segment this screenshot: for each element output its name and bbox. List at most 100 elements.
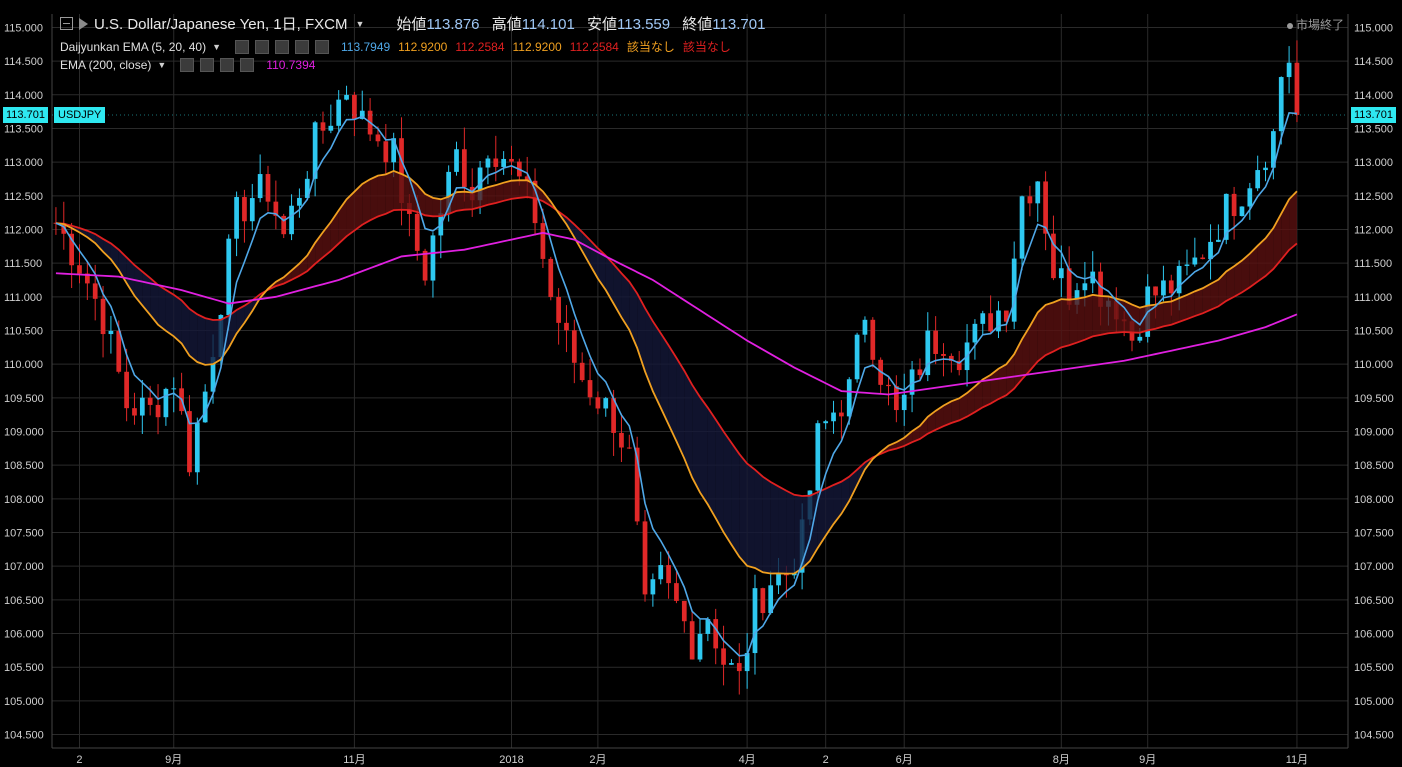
ema-cloud-segment [927, 410, 936, 434]
chevron-down-icon[interactable]: ▼ [212, 41, 221, 52]
candle-body [626, 447, 632, 449]
ema-cloud-segment [401, 173, 410, 210]
eye-icon[interactable] [235, 39, 249, 54]
y-tick-label-left: 115.000 [4, 22, 43, 34]
candle-body [352, 94, 357, 119]
ema-cloud-segment [841, 476, 850, 514]
eye-icon[interactable] [180, 58, 195, 72]
ema-cloud-segment [967, 386, 975, 417]
ema-cloud-segment [1061, 299, 1070, 348]
ema-cloud-segment [676, 357, 685, 459]
ema-cloud-segment [1100, 295, 1109, 335]
candle-body [304, 178, 310, 198]
candle-body [972, 323, 978, 343]
ema-cloud-segment [731, 442, 740, 557]
ema-cloud-segment [849, 469, 858, 501]
y-tick-label-left: 110.500 [4, 325, 43, 337]
candle-body [1286, 62, 1292, 78]
ema-cloud-segment [228, 310, 237, 348]
chevron-down-icon[interactable]: ▼ [355, 18, 365, 29]
ema-cloud-segment [951, 398, 960, 423]
ema-cloud-segment [181, 300, 190, 356]
ema-cloud-segment [1022, 326, 1030, 380]
x-tick-label: 8月 [1053, 754, 1070, 766]
y-tick-label-left: 105.000 [4, 696, 44, 708]
candle-body [462, 149, 467, 187]
indicator-name[interactable]: EMA (200, close) [60, 58, 152, 72]
price-tag-right: 113.701 [1351, 106, 1396, 123]
candle-body [862, 319, 868, 335]
ema40-line [55, 196, 1298, 497]
ema-cloud-segment [919, 416, 928, 439]
candle-body [1223, 193, 1229, 240]
y-tick-label: 106.000 [1354, 629, 1394, 641]
candle-body [1082, 283, 1088, 291]
collapse-icon[interactable] [60, 17, 73, 30]
candle-body [1200, 257, 1206, 260]
indicator-value-1: 112.9200 [398, 40, 448, 54]
ema-cloud-segment [362, 179, 371, 225]
candle-body [202, 391, 208, 423]
candle-body [1043, 181, 1048, 234]
candle-body [509, 158, 514, 162]
candle-body [147, 397, 153, 405]
ema-cloud-segment [747, 463, 755, 568]
candle-body [155, 404, 161, 418]
candle-body [1271, 131, 1276, 168]
candle-body [768, 585, 774, 614]
candle-body [705, 619, 711, 634]
ema-cloud-segment [582, 232, 591, 265]
candle-body [1051, 233, 1056, 279]
braces-icon[interactable] [275, 39, 289, 54]
y-tick-label-left: 111.000 [4, 292, 42, 304]
candle-body [383, 141, 389, 163]
ema-cloud-segment [205, 318, 214, 365]
candle-body [359, 110, 365, 119]
ema-cloud-segment [833, 481, 842, 525]
y-tick-label: 111.000 [1354, 292, 1392, 304]
ema-cloud-segment [1249, 245, 1258, 288]
symbol-title[interactable]: U.S. Dollar/Japanese Yen, 1日, FXCM [94, 16, 348, 33]
flag-icon[interactable] [79, 17, 88, 30]
candle-body [320, 122, 326, 131]
close-icon[interactable] [240, 58, 255, 72]
close-icon[interactable] [315, 39, 329, 54]
ema-cloud-segment [165, 289, 174, 337]
ema-cloud-segment [1045, 302, 1054, 356]
gear-icon[interactable] [200, 58, 215, 72]
chevron-down-icon[interactable]: ▼ [157, 60, 167, 70]
y-tick-label: 106.500 [1354, 595, 1394, 607]
candle-body [831, 412, 836, 422]
candle-body [108, 330, 114, 335]
candle-body [948, 355, 954, 361]
candle-body [257, 174, 263, 199]
ema-cloud-segment [464, 191, 473, 210]
ema-cloud-segment [935, 405, 944, 430]
gear-icon[interactable] [255, 39, 269, 54]
y-tick-label: 112.000 [1354, 224, 1393, 236]
ohlc-readout: 始値113.876 高値114.101 安値113.559 終値113.701 [388, 13, 765, 34]
plus-icon[interactable] [295, 39, 309, 54]
x-tick-label: 2 [76, 754, 82, 766]
open-label: 始値 [396, 16, 427, 33]
candle-body [823, 421, 829, 424]
y-tick-label: 114.000 [1354, 90, 1393, 102]
candle-body [1003, 310, 1009, 322]
y-tick-label: 107.000 [1354, 561, 1394, 573]
ema-cloud-segment [645, 308, 653, 392]
close-label: 終値 [682, 16, 713, 33]
indicator-name[interactable]: Daijyunkan EMA (5, 20, 40) [60, 39, 207, 54]
candle-body [1208, 241, 1213, 260]
candle-body [61, 223, 67, 234]
candle-body [681, 600, 687, 622]
candle-body [1192, 257, 1198, 265]
indicator-value-0: 113.7949 [341, 40, 391, 54]
y-tick-label-left: 113.000 [4, 157, 43, 169]
low-label: 安値 [586, 16, 617, 33]
ema-cloud-segment [786, 490, 795, 574]
candle-body [69, 233, 74, 266]
ema-cloud-segment [1006, 354, 1015, 396]
plus-icon[interactable] [220, 58, 235, 72]
y-tick-label: 113.500 [1354, 123, 1393, 135]
